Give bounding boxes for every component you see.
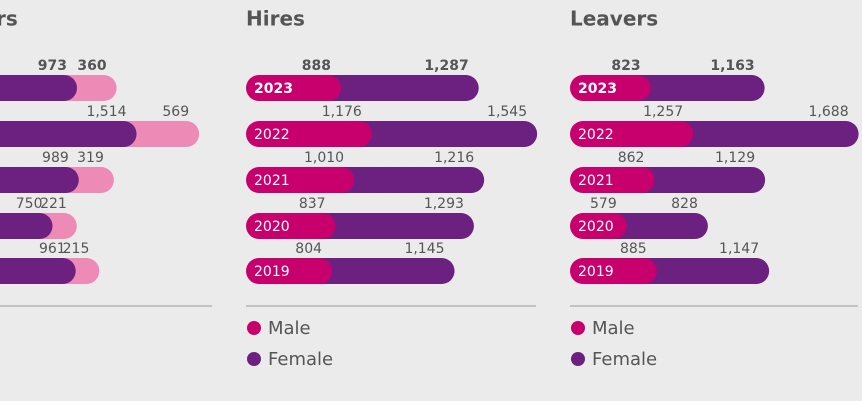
legend-label: Female: [268, 349, 333, 370]
value-label: 823: [611, 58, 640, 74]
year-label: 2019: [254, 264, 290, 280]
bar-segment: [570, 121, 694, 147]
value-label: 1,147: [719, 241, 759, 257]
bar-segment: [345, 121, 538, 147]
value-label: 1,145: [404, 241, 444, 257]
legend-label: Male: [268, 318, 311, 339]
value-label: 1,129: [715, 150, 755, 166]
bar-segment: [246, 258, 333, 284]
value-label: 973: [38, 58, 67, 74]
value-label: 885: [620, 241, 647, 257]
value-label: 888: [302, 58, 331, 74]
legend-swatch: [571, 352, 585, 366]
value-label: 862: [618, 150, 645, 166]
legend-swatch: [571, 321, 585, 335]
value-label: 837: [299, 196, 326, 212]
bar-segment: [0, 75, 78, 101]
bar-segment: [570, 258, 657, 284]
value-label: 221: [40, 196, 67, 212]
bar-segment: [306, 258, 455, 284]
value-label: 804: [295, 241, 322, 257]
bar-segment: [246, 167, 355, 193]
bar-segment: [570, 75, 651, 101]
panel-title: Leavers: [570, 7, 658, 31]
bar-segment: [624, 75, 765, 101]
value-label: 579: [590, 196, 617, 212]
year-label: 2023: [254, 81, 293, 97]
value-label: 1,163: [710, 58, 754, 74]
legend-label: Female: [592, 349, 657, 370]
value-label: 319: [77, 150, 104, 166]
bar-segment: [328, 167, 485, 193]
value-label: 750: [16, 196, 43, 212]
value-label: 1,287: [424, 58, 468, 74]
bar-segment: [315, 75, 479, 101]
value-label: 1,545: [487, 104, 527, 120]
value-label: 1,293: [424, 196, 464, 212]
year-label: 2021: [578, 173, 614, 189]
year-label: 2019: [578, 264, 614, 280]
bar-segment: [246, 213, 336, 239]
bar-segment: [600, 213, 708, 239]
value-label: 1,514: [86, 104, 126, 120]
bar-segment: [630, 258, 770, 284]
bar-segment: [667, 121, 859, 147]
panel-title: Hires: [246, 7, 305, 31]
bar-segment: [0, 213, 53, 239]
year-label: 2023: [578, 81, 617, 97]
value-label: 961: [39, 241, 66, 257]
year-label: 2020: [254, 219, 290, 235]
bar-segment: [570, 213, 627, 239]
panel-title: rs: [0, 7, 18, 31]
year-label: 2022: [254, 127, 290, 143]
value-label: 1,688: [809, 104, 849, 120]
value-label: 1,216: [434, 150, 474, 166]
value-label: 1,257: [643, 104, 683, 120]
bar-segment: [246, 121, 372, 147]
year-label: 2020: [578, 219, 614, 235]
bar-segment: [0, 258, 76, 284]
bar-segment: [309, 213, 474, 239]
legend-label: Male: [592, 318, 635, 339]
value-label: 1,010: [304, 150, 344, 166]
bar-segment: [0, 167, 79, 193]
value-label: 569: [162, 104, 189, 120]
year-label: 2021: [254, 173, 290, 189]
bar-segment: [570, 167, 655, 193]
value-label: 360: [77, 58, 106, 74]
value-label: 1,176: [322, 104, 362, 120]
value-label: 989: [42, 150, 69, 166]
legend-swatch: [247, 352, 261, 366]
year-label: 2022: [578, 127, 614, 143]
value-label: 215: [63, 241, 90, 257]
bar-segment: [628, 167, 766, 193]
value-label: 828: [671, 196, 698, 212]
bar-segment: [0, 121, 137, 147]
bar-segment: [246, 75, 342, 101]
legend-swatch: [247, 321, 261, 335]
